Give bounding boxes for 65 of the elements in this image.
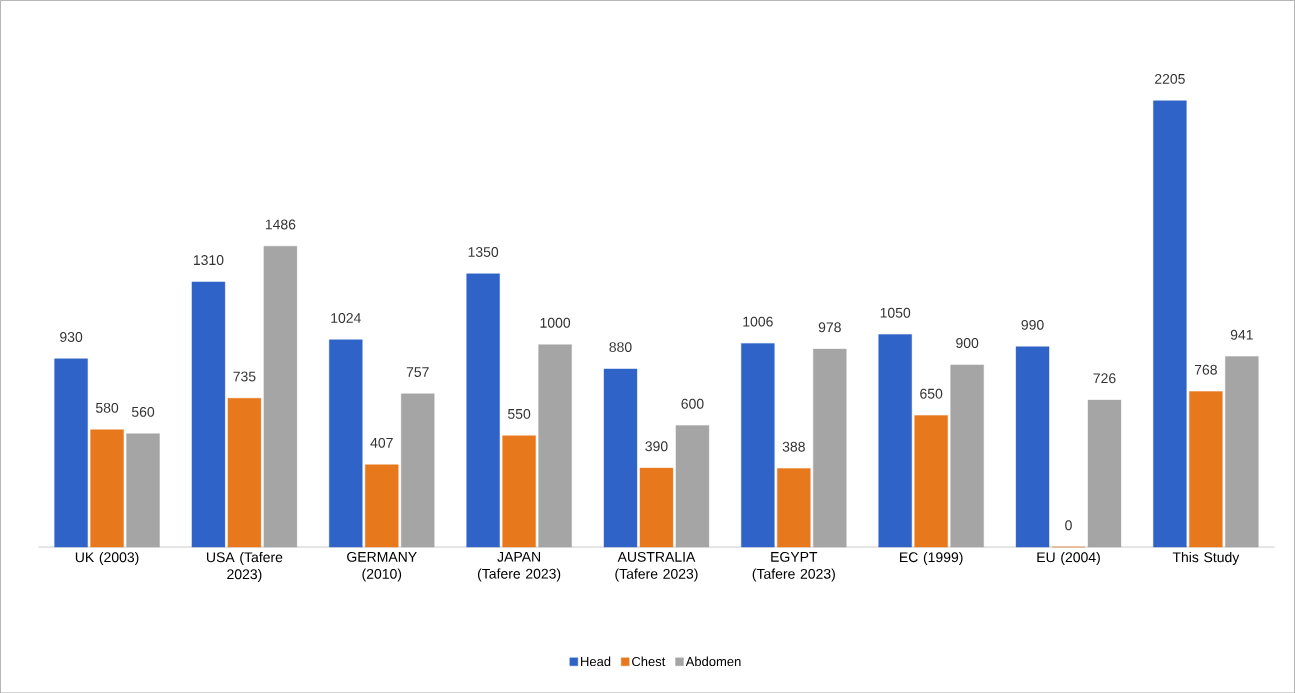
bar [1087,399,1122,548]
bar [126,433,160,548]
bar [227,397,262,548]
data-label: 990 [1021,319,1044,330]
bar [538,344,572,548]
data-label: 900 [956,337,979,348]
data-label: 1486 [265,219,296,230]
bar [191,281,226,548]
data-label: 560 [131,406,155,417]
data-label: 390 [645,441,668,452]
data-label: 1050 [880,307,911,318]
data-label: 1000 [540,317,571,328]
bar [1153,100,1187,548]
x-tick-label: USA (Tafere 2023) [207,551,283,582]
data-label: 978 [818,322,841,333]
x-tick-label: GERMANY (2010) [347,551,417,582]
bar [90,429,124,548]
legend-label: Head [581,656,611,666]
bar [914,415,948,548]
data-label: 1006 [743,316,773,327]
bar [1189,391,1223,548]
bar [1015,346,1050,548]
x-tick-label: EC (1999) [900,551,963,565]
bar [263,245,298,548]
bar [54,358,88,548]
data-label: 941 [1230,329,1253,340]
legend-label: Chest [632,656,666,666]
data-label: 930 [60,331,83,342]
bar [502,435,536,548]
data-label: 407 [370,437,393,448]
data-label: 735 [233,371,256,382]
data-label: 1310 [193,254,224,265]
bar [950,364,984,548]
bar [1225,356,1259,548]
bar [466,273,500,548]
bar [878,334,912,548]
bar [639,467,674,548]
data-label: 757 [406,367,429,377]
bar [777,468,811,548]
data-label: 768 [1194,364,1217,375]
bar [741,343,775,548]
bar [603,368,638,548]
x-tick-label: JAPAN (Tafere 2023) [477,551,561,582]
x-tick-label: EGYPT (Tafere 2023) [752,551,835,582]
data-label: 726 [1093,373,1116,384]
x-tick-label: EU (2004) [1037,551,1100,565]
legend-label: Abdomen [685,656,741,666]
data-label: 600 [681,398,704,409]
data-label: 550 [508,408,531,419]
data-label: 650 [920,388,943,399]
x-tick-label: AUSTRALIA (Tafere 2023) [615,551,698,582]
data-label: 0 [1065,520,1072,531]
data-label: 1350 [468,246,499,257]
bar [329,339,363,548]
bar [813,348,847,548]
x-tick-label: UK (2003) [75,551,139,565]
data-label: 580 [95,402,119,413]
data-label: 1024 [331,312,361,323]
bar [401,393,435,548]
data-label: 388 [782,441,805,452]
x-tick-label: This Study [1172,551,1240,565]
data-label: 2205 [1155,73,1185,84]
bar [365,464,399,548]
bar [675,425,710,548]
data-label: 880 [609,341,632,352]
